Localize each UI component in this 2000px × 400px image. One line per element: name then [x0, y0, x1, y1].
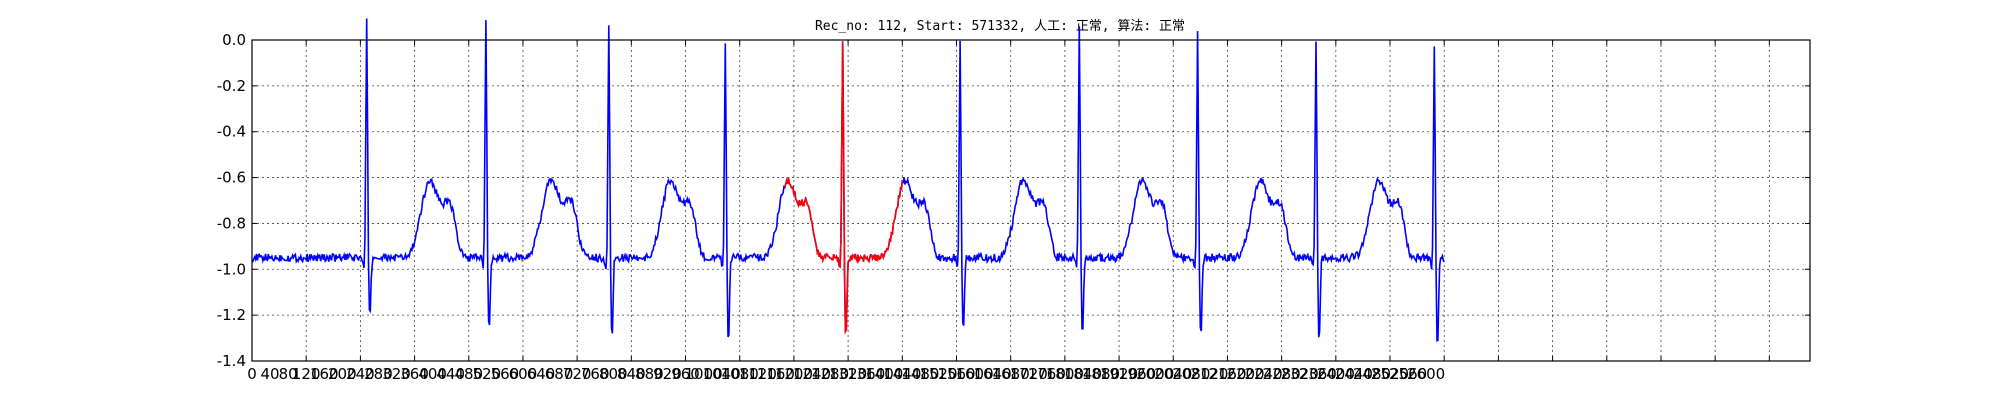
- grid: [251, 39, 1810, 362]
- ecg-series: [251, 18, 1445, 342]
- x-tick-label: 2240: [1244, 365, 1282, 383]
- x-tick-label: 2440: [1335, 365, 1373, 383]
- x-tick-label: 2480: [1353, 365, 1391, 383]
- plot-frame: [251, 39, 1811, 362]
- x-tick-label: 2200: [1226, 365, 1264, 383]
- x-tick-label: 1720: [1010, 365, 1048, 383]
- x-tick-label: 1440: [883, 365, 921, 383]
- x-tick-label: 2040: [1154, 365, 1192, 383]
- x-tick-label: 360: [400, 365, 429, 383]
- x-tick-label: 280: [364, 365, 393, 383]
- x-tick-label: 1040: [703, 365, 741, 383]
- x-tick-label: 1240: [793, 365, 831, 383]
- x-tick-label: 1680: [992, 365, 1030, 383]
- x-tick-label: 680: [545, 365, 574, 383]
- x-tick-label: 760: [581, 365, 610, 383]
- x-tick-label: 160: [310, 365, 339, 383]
- x-tick-label: 520: [473, 365, 502, 383]
- y-tick-label: -0.6: [217, 169, 246, 187]
- x-tick-label: 1400: [865, 365, 903, 383]
- x-tick-label: 2280: [1263, 365, 1301, 383]
- x-tick-label: 80: [279, 365, 298, 383]
- x-tick-label: 1880: [1082, 365, 1120, 383]
- x-tick-label: 1120: [739, 365, 777, 383]
- x-tick-label: 1760: [1028, 365, 1066, 383]
- x-tick-label: 1840: [1064, 365, 1102, 383]
- x-tick-label: 320: [382, 365, 411, 383]
- x-tick-label: 2120: [1190, 365, 1228, 383]
- x-tick-label: 1800: [1046, 365, 1084, 383]
- x-tick-label: 1080: [721, 365, 759, 383]
- x-tick-label: 200: [328, 365, 357, 383]
- x-tick-label: 960: [671, 365, 700, 383]
- x-tick-label: 840: [617, 365, 646, 383]
- x-tick-label: 1960: [1118, 365, 1156, 383]
- x-tick-label: 120: [292, 365, 321, 383]
- x-tick-label: 0: [247, 365, 257, 383]
- x-tick-label: 2320: [1281, 365, 1319, 383]
- x-tick-label: 1480: [901, 365, 939, 383]
- x-tick-label: 40: [261, 365, 280, 383]
- y-tick-label: -1.0: [217, 260, 246, 278]
- x-tick-label: 1640: [974, 365, 1012, 383]
- x-tick-label: 560: [491, 365, 520, 383]
- x-tick-label: 600: [509, 365, 538, 383]
- y-tick-label: -1.2: [217, 306, 246, 324]
- x-tick-label: 2080: [1172, 365, 1210, 383]
- x-tick-label: 240: [346, 365, 375, 383]
- x-tick-label: 2160: [1208, 365, 1246, 383]
- x-tick-label: 1320: [829, 365, 867, 383]
- y-tick-label: -0.2: [217, 77, 246, 95]
- x-tick-label: 640: [527, 365, 556, 383]
- x-tick-label: 2600: [1407, 365, 1445, 383]
- x-tick-label: 1200: [775, 365, 813, 383]
- x-tick-label: 1920: [1100, 365, 1138, 383]
- x-tick-label: 1600: [955, 365, 993, 383]
- x-tick-label: 800: [599, 365, 628, 383]
- x-tick-label: 440: [436, 365, 465, 383]
- x-tick-label: 1160: [757, 365, 795, 383]
- x-tick-label: 2000: [1136, 365, 1174, 383]
- x-tick-label: 720: [563, 365, 592, 383]
- y-axis-labels: 0.0 -0.2 -0.4 -0.6 -0.8 -1.0 -1.2 -1.4: [217, 31, 246, 370]
- x-tick-label: 1560: [937, 365, 975, 383]
- x-tick-label: 2560: [1389, 365, 1427, 383]
- x-tick-label: 1280: [811, 365, 849, 383]
- x-tick-label: 1360: [847, 365, 885, 383]
- y-tick-label: -0.4: [217, 123, 246, 141]
- x-tick-label: 1520: [919, 365, 957, 383]
- y-tick-label: -1.4: [217, 352, 246, 370]
- chart-title: Rec_no: 112, Start: 571332, 人工: 正常, 算法: …: [815, 19, 1185, 34]
- axis-ticks: [251, 39, 1810, 362]
- x-tick-label: 2520: [1371, 365, 1409, 383]
- y-tick-label: 0.0: [222, 31, 246, 49]
- x-tick-label: 480: [454, 365, 483, 383]
- x-axis-labels: 0 408012016020024028032036040044048052056…: [247, 365, 1445, 383]
- x-tick-label: 1000: [685, 365, 723, 383]
- x-tick-label: 880: [635, 365, 664, 383]
- x-tick-label: 2360: [1299, 365, 1337, 383]
- x-tick-label: 400: [418, 365, 447, 383]
- x-tick-label: 2400: [1317, 365, 1355, 383]
- ecg-highlight-line: [784, 41, 904, 335]
- x-tick-label: 920: [653, 365, 682, 383]
- y-tick-label: -0.8: [217, 214, 246, 232]
